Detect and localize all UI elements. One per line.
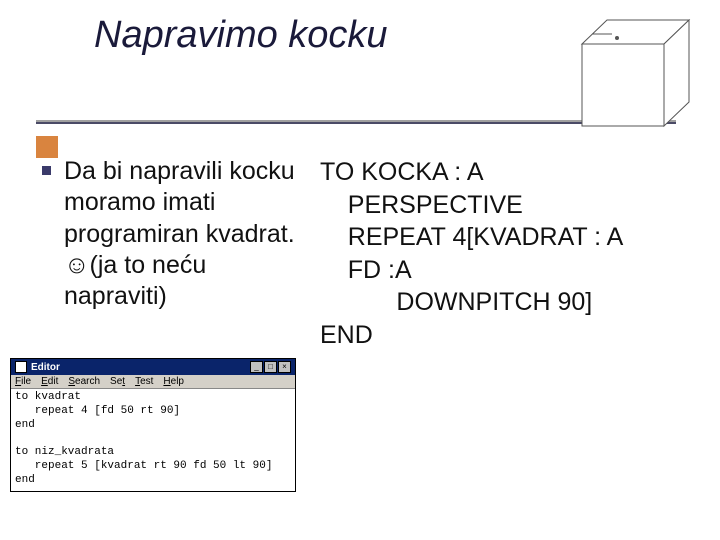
window-buttons: _ □ × <box>250 361 291 373</box>
menu-test[interactable]: Test <box>135 376 153 387</box>
menu-search[interactable]: Search <box>68 376 100 387</box>
close-button[interactable]: × <box>278 361 291 373</box>
slide-title: Napravimo kocku <box>94 14 388 57</box>
bullet-icon <box>42 166 51 175</box>
body-text-left: Da bi napravili kocku moramo imati progr… <box>64 156 302 312</box>
menu-file[interactable]: File <box>15 376 31 387</box>
editor-code-area[interactable]: to kvadrat repeat 4 [fd 50 rt 90] end to… <box>11 389 295 491</box>
maximize-button[interactable]: □ <box>264 361 277 373</box>
menu-edit[interactable]: Edit <box>41 376 58 387</box>
cube-diagram <box>572 12 702 142</box>
editor-menubar: File Edit Search Set Test Help <box>11 375 295 389</box>
menu-help[interactable]: Help <box>163 376 184 387</box>
accent-square <box>36 136 58 158</box>
body-code-right: TO KOCKA : A PERSPECTIVE REPEAT 4[KVADRA… <box>320 156 720 351</box>
menu-set[interactable]: Set <box>110 376 125 387</box>
editor-titlebar: Editor _ □ × <box>11 359 295 375</box>
editor-app-icon <box>15 361 27 373</box>
minimize-button[interactable]: _ <box>250 361 263 373</box>
editor-title-text: Editor <box>31 362 246 373</box>
slide: Napravimo kocku Da bi napravili kocku mo… <box>0 0 720 540</box>
editor-window: Editor _ □ × File Edit Search Set Test H… <box>10 358 296 492</box>
